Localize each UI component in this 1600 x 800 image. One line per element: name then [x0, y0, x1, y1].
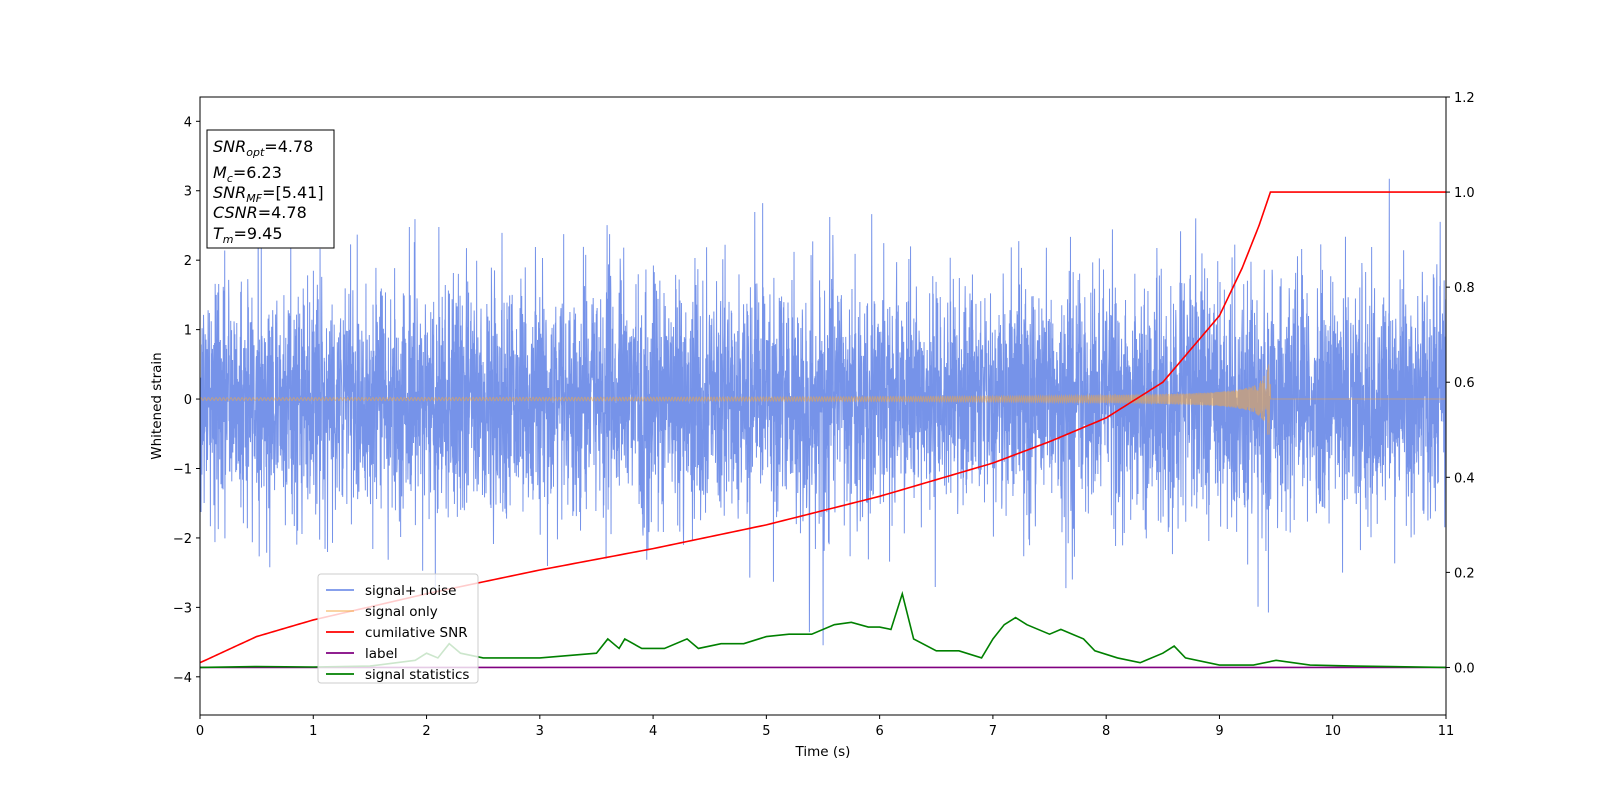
legend-label: label — [365, 646, 398, 662]
x-tick-label: 6 — [875, 724, 883, 739]
annotation-line: CSNR=4.78 — [213, 203, 307, 222]
annotation-value: =6.23 — [233, 163, 282, 182]
left-y-tick-label: 4 — [184, 115, 192, 130]
x-axis-label: Time (s) — [795, 744, 851, 760]
plot-frame — [199, 96, 1447, 716]
x-tick-label: 9 — [1215, 724, 1223, 739]
metrics-annotation-box: SNRopt=4.78Mc=6.23SNRMF=[5.41]CSNR=4.78T… — [206, 129, 335, 249]
annotation-line: SNRMF=[5.41] — [213, 183, 324, 205]
annotation-value: =4.78 — [258, 203, 307, 222]
annotation-symbol: SNR — [213, 137, 246, 156]
right-y-axis: 0.0 0.2 0.4 0.6 0.8 1.0 1.2 — [1446, 91, 1475, 676]
left-y-axis: −4 −3 −2 −1 0 1 2 3 4 — [173, 115, 200, 686]
right-y-tick-label: 0.0 — [1454, 661, 1475, 676]
annotation-symbol: T — [213, 224, 224, 243]
annotation-subscript: m — [223, 233, 234, 246]
signal-plus-noise-line — [199, 178, 1447, 646]
legend: signal+ noise signal only cumilative SNR la… — [317, 573, 479, 684]
left-y-tick-label: 0 — [184, 393, 192, 408]
y-axis-label: Whitened strain — [149, 352, 165, 459]
left-y-tick-label: 3 — [184, 185, 192, 200]
x-tick-label: 7 — [989, 724, 997, 739]
x-tick-label: 3 — [536, 724, 544, 739]
left-y-tick-label: −3 — [173, 601, 192, 616]
right-y-tick-label: 1.2 — [1454, 91, 1475, 106]
right-y-tick-label: 0.4 — [1454, 471, 1475, 486]
left-y-tick-label: −2 — [173, 532, 192, 547]
annotation-value: =9.45 — [234, 224, 283, 243]
annotation-line: Mc=6.23 — [213, 163, 282, 185]
left-y-tick-label: 2 — [184, 254, 192, 269]
x-tick-label: 11 — [1438, 724, 1455, 739]
annotation-symbol: CSNR — [213, 203, 258, 222]
right-y-tick-label: 0.8 — [1454, 281, 1475, 296]
annotation-subscript: MF — [246, 192, 262, 205]
legend-label: signal+ noise — [365, 583, 456, 599]
annotation-value: =[5.41] — [262, 183, 324, 202]
x-tick-label: 5 — [762, 724, 770, 739]
legend-label: signal only — [365, 604, 438, 620]
right-y-tick-label: 0.6 — [1454, 376, 1475, 391]
left-y-tick-label: −4 — [173, 671, 192, 686]
annotation-symbol: M — [213, 163, 227, 182]
signal-statistics-line — [199, 590, 1447, 669]
left-y-tick-label: −1 — [173, 462, 192, 477]
signal-only-line — [199, 364, 1446, 435]
annotation-line: SNRopt=4.78 — [213, 137, 313, 159]
annotation-subscript: c — [227, 172, 233, 185]
x-tick-label: 2 — [422, 724, 430, 739]
x-tick-label: 0 — [196, 724, 204, 739]
right-y-tick-label: 1.0 — [1454, 186, 1475, 201]
annotation-symbol: SNR — [213, 183, 246, 202]
left-y-tick-label: 1 — [184, 324, 192, 339]
annotation-line: Tm=9.45 — [213, 224, 283, 246]
x-tick-label: 8 — [1102, 724, 1110, 739]
annotation-subscript: opt — [246, 146, 265, 159]
x-tick-label: 1 — [309, 724, 317, 739]
signal-series — [199, 364, 1446, 435]
annotation-frame — [206, 129, 335, 249]
annotation-value: =4.78 — [264, 137, 313, 156]
noise-series — [199, 178, 1447, 646]
legend-frame — [317, 573, 479, 684]
x-tick-label: 4 — [649, 724, 657, 739]
x-axis: 0 1 2 3 4 5 6 7 8 9 10 11 — [196, 715, 1454, 739]
x-tick-label: 10 — [1324, 724, 1341, 739]
legend-label: cumilative SNR — [365, 625, 468, 641]
legend-label: signal statistics — [365, 667, 469, 683]
right-y-tick-label: 0.2 — [1454, 566, 1475, 581]
